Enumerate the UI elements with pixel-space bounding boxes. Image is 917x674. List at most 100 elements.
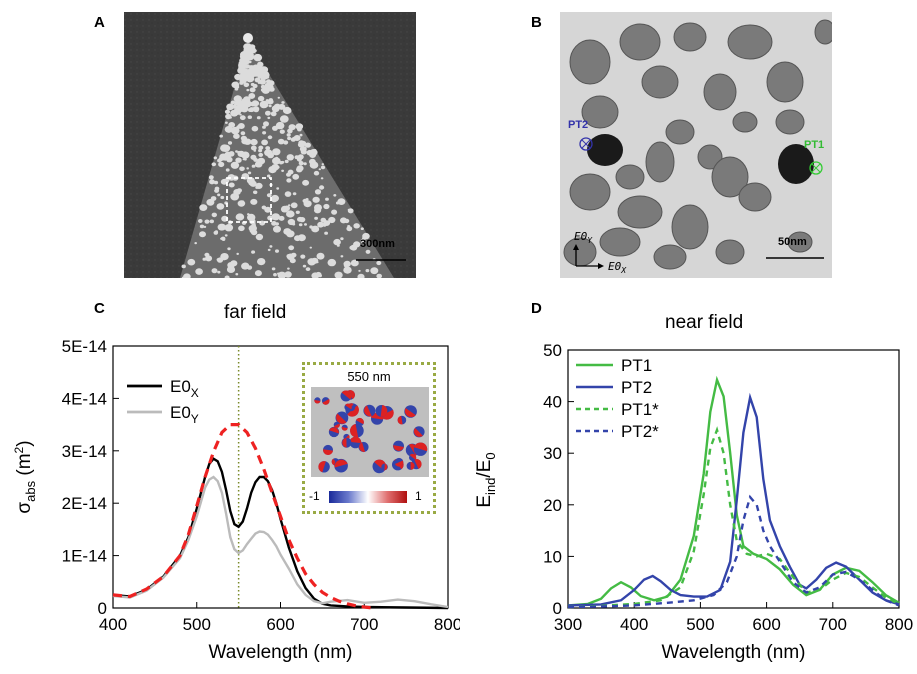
tip-particle [209,179,215,185]
tip-particle [294,155,300,160]
chart-near-field: 300 400 500 600 700 800 0 10 20 30 40 50 Wavelength … [474,341,913,663]
tip-particle [233,95,242,103]
nanoparticle [697,144,723,170]
inset-blob-positive [359,442,365,452]
tip-particle [276,165,280,169]
tip-particle [211,268,218,274]
tip-particle [227,262,235,269]
nanoparticle [711,156,749,198]
tip-particle [297,234,306,242]
tip-particle [228,182,235,188]
tip-particle [311,257,319,264]
tip-particle [239,115,246,121]
tip-particle [304,223,307,226]
tip-particle [333,194,337,197]
tip-particle [350,259,359,267]
tip-particle [267,248,271,252]
panel-c-letter: C [94,300,105,317]
tip-particle [253,157,258,162]
tip-particle [257,81,261,84]
inset-blob-positive [394,460,404,467]
tip-particle [240,105,249,113]
tip-apex-particle [243,33,253,43]
tip-particle [267,116,271,120]
tip-particle [255,56,259,60]
nanoparticle [599,227,641,257]
tip-particle [217,193,221,197]
tip-particle [309,246,312,249]
tip-particle [251,101,256,105]
tip-particle [234,87,239,91]
tip-particle [323,203,330,210]
scale-label-a: 300nm [360,238,395,250]
tip-particle [318,168,321,171]
tip-particle [266,193,272,198]
legend-label-e0y: E0Y [170,403,199,426]
tip-particle [365,249,371,254]
tip-particle [292,173,300,180]
inset-blob-positive [347,405,359,417]
tip-particle [266,174,271,178]
tomography-svg [560,12,836,278]
tip-particle [321,163,324,166]
y-axis-label: σabs (m2) [12,440,38,513]
tip-particle [267,152,274,159]
tip-particle [276,187,280,190]
inset-blob-positive [380,409,394,420]
nanoparticle [814,19,836,45]
tip-particle [238,63,246,71]
tip-particle [303,162,307,166]
tip-particle [265,79,272,84]
tip-particle [305,267,311,271]
tip-particle [252,48,257,53]
inset-field-map [311,387,429,477]
tip-particle [310,152,316,157]
tip-particle [275,249,279,253]
tip-particle [226,107,231,110]
inset-blob-positive [384,463,388,471]
tip-particle [278,103,286,110]
x-tick-label: 300 [554,615,582,634]
tip-particle [317,221,324,228]
tip-particle [299,217,306,223]
pt2-label: PT2 [568,119,589,131]
tip-particle [315,271,322,278]
tip-particle [248,46,253,50]
tip-particle [370,267,379,275]
axis-arrowhead-x [598,263,604,269]
tip-particle [290,137,296,142]
axis-label-e0y-sub: Y [587,236,593,246]
y-tick-label: 1E-14 [62,547,107,566]
tip-particle [204,219,210,224]
tip-particle [240,135,247,141]
tip-particle [268,84,274,89]
tip-particle [346,226,353,232]
tip-particle [287,204,291,207]
tip-particle [240,131,246,136]
tip-particle [187,258,196,266]
tip-particle [251,164,256,168]
tip-particle [241,262,250,269]
plot-frame [567,349,900,609]
tip-particle [271,213,280,221]
tip-particle [226,128,232,133]
tip-particle [277,96,280,99]
y-tick-label: 3E-14 [62,442,107,461]
tip-particle [206,198,215,206]
tip-particle [262,125,266,129]
tip-particle [257,95,265,102]
tip-particle [376,260,382,266]
inset-blob-positive [334,423,340,428]
inset-blob-positive [341,426,348,431]
y-tick-label: 30 [543,444,562,463]
tip-particle [213,156,217,160]
nanoparticle [703,73,737,111]
tip-particle [247,115,252,119]
tip-particle [198,219,203,223]
tip-particle [313,148,317,152]
tip-particle [226,156,233,163]
tip-particle [230,109,239,117]
zoom-region-box [226,177,272,223]
y-tick-label: 20 [543,496,562,515]
tip-particle [239,53,249,61]
